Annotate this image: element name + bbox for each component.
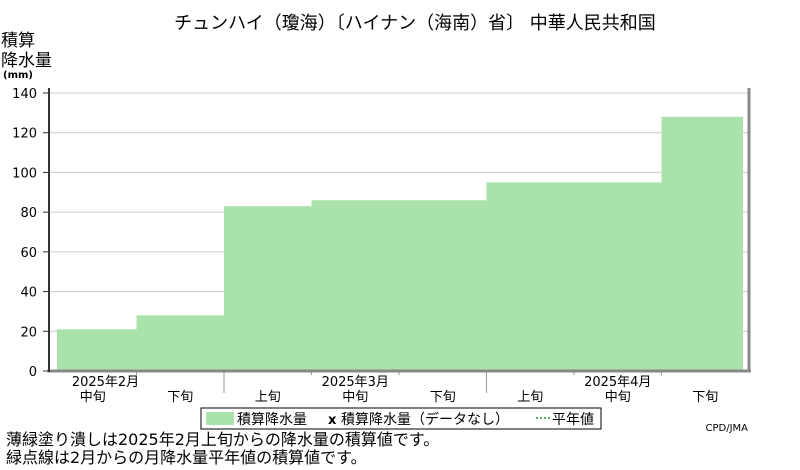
x-tick-label: 下旬 (167, 390, 193, 405)
y-tick-label: 140 (12, 87, 37, 102)
x-tick-label: 下旬 (430, 390, 456, 405)
credit-label: CPD/JMA (706, 423, 749, 434)
x-tick-label: 中旬 (80, 390, 106, 405)
x-tick-label: 中旬 (605, 390, 631, 405)
bar (574, 182, 662, 371)
legend-item-normal: 平年値 (552, 412, 594, 428)
x-tick-label: 中旬 (342, 390, 368, 405)
bar (136, 315, 224, 371)
legend-item-accumulated: 積算降水量 (237, 412, 307, 428)
bar (661, 116, 743, 371)
bar-series (57, 116, 743, 371)
x-tick-label: 下旬 (692, 390, 718, 405)
bar (311, 200, 399, 371)
y-tick-label: 40 (20, 286, 37, 301)
bar (486, 182, 574, 371)
x-month-label: 2025年2月 (72, 375, 139, 390)
chart-title: チュンハイ（瓊海）〔ハイナン（海南）省〕 中華人民共和国 (174, 13, 656, 34)
y-tick-label: 20 (20, 325, 37, 340)
bar (224, 206, 312, 371)
y-tick-label: 80 (20, 206, 37, 221)
bar (57, 329, 137, 371)
x-month-label: 2025年4月 (584, 375, 651, 390)
y-axis-label-line-1: 積算 (1, 31, 35, 51)
y-tick-label: 120 (12, 127, 37, 142)
legend-missing-marker: x (328, 413, 337, 428)
y-axis-ticks: 0 20 40 60 80 100 120 140 (12, 87, 49, 380)
x-month-label: 2025年3月 (322, 375, 389, 390)
legend-swatch-filled (206, 412, 234, 425)
y-tick-label: 60 (20, 246, 37, 261)
note-dotted-line: 緑点線は2月からの月降水量平年値の積算値です。 (6, 448, 367, 467)
legend-box (200, 407, 602, 430)
y-tick-label: 100 (12, 166, 37, 181)
y-tick-label: 0 (29, 365, 37, 380)
legend-item-missing-data: 積算降水量（データなし） (341, 411, 509, 428)
y-axis-unit-label: (mm) (3, 70, 33, 81)
x-tick-label: 上旬 (517, 390, 543, 405)
note-filled-area: 薄緑塗り潰しは2025年2月上旬からの降水量の積算値です。 (6, 430, 440, 449)
y-axis-label-line-2: 降水量 (1, 51, 52, 71)
legend: 積算降水量 x 積算降水量（データなし） 平年値 (200, 407, 602, 430)
x-tick-label: 上旬 (255, 390, 281, 405)
bar (399, 200, 487, 371)
x-axis-labels: 中旬 下旬 上旬 中旬 下旬 上旬 中旬 下旬 2025年2月 2025年3月 2025年4月 (72, 371, 718, 405)
